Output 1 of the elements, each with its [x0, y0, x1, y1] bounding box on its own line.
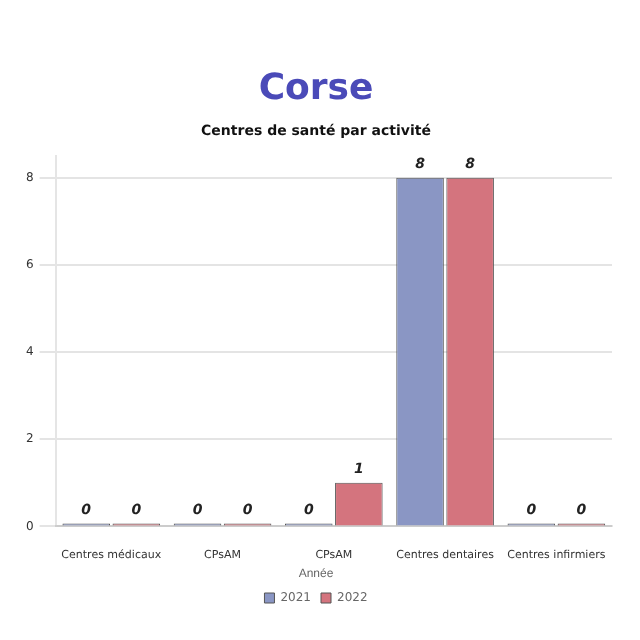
chart-title: Corse [258, 66, 374, 109]
